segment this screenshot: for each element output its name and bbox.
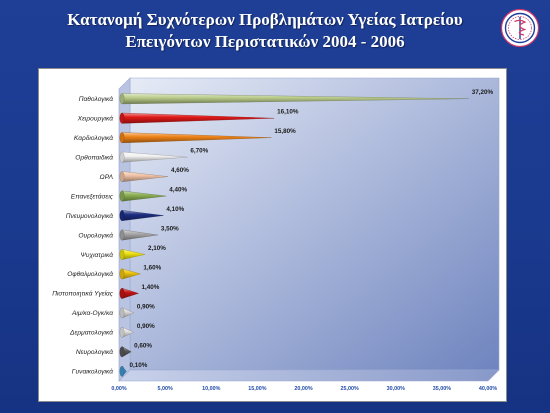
x-tick-label: 20,00% xyxy=(294,386,312,392)
title-line-2: Επειγόντων Περιστατικών 2004 - 2006 xyxy=(125,32,405,51)
x-tick-label: 40,00% xyxy=(479,386,497,392)
x-tick-label: 15,00% xyxy=(248,386,266,392)
bar-base xyxy=(119,249,125,260)
value-label: 3,50% xyxy=(161,226,179,233)
category-label: Καρδιολογικά xyxy=(74,134,113,142)
category-label: Δερματολογικά xyxy=(69,329,113,337)
bar xyxy=(119,307,135,319)
category-label: Οφθαλμολογικά xyxy=(67,270,113,278)
bar xyxy=(119,210,164,221)
bar-base xyxy=(119,210,125,221)
bar-base xyxy=(119,93,125,105)
bar xyxy=(119,112,275,124)
value-label: 1,40% xyxy=(142,284,160,291)
back-wall xyxy=(129,77,500,371)
bar xyxy=(119,249,146,260)
bar-base xyxy=(119,288,125,299)
bar-base xyxy=(119,132,125,144)
bar-base xyxy=(119,365,125,377)
bar xyxy=(119,171,169,182)
value-label: 0,60% xyxy=(134,342,152,349)
bar xyxy=(119,190,167,202)
bar xyxy=(119,229,158,241)
category-label: Χειρουργικά xyxy=(77,115,114,123)
value-label: 15,80% xyxy=(274,128,296,135)
title-line-1: Κατανομή Συχνότερων Προβλημάτων Υγείας Ι… xyxy=(67,10,463,29)
bar-base xyxy=(119,112,125,124)
value-label: 6,70% xyxy=(190,148,208,155)
category-label: Νευρολογικά xyxy=(76,348,113,356)
bar-base xyxy=(119,326,125,338)
bar xyxy=(119,151,188,163)
bar-base xyxy=(119,190,125,202)
x-tick-label: 5,00% xyxy=(157,386,172,392)
value-label: 0,90% xyxy=(137,323,155,330)
bar-base xyxy=(119,346,125,358)
value-label: 2,10% xyxy=(148,245,166,252)
x-tick-label: 0,00% xyxy=(111,386,126,392)
bar xyxy=(119,326,135,338)
category-label: Ορθοπαιδικά xyxy=(75,153,113,161)
bar-base xyxy=(119,307,125,319)
value-label: 0,10% xyxy=(130,362,148,369)
bar-base xyxy=(119,229,125,241)
x-tick-label: 30,00% xyxy=(387,386,405,392)
bar xyxy=(119,132,272,144)
category-label: Πνευμονολογικά xyxy=(66,212,114,220)
category-label: Ψυχιατρικά xyxy=(80,251,113,259)
bar-base xyxy=(119,171,125,182)
bar-base xyxy=(119,268,125,280)
category-label: Γυναικολογικά xyxy=(72,368,113,376)
floor xyxy=(118,369,500,382)
category-label: Ουρολογικά xyxy=(78,231,113,239)
chart-panel: 0,00% 5,00% 10,00% 15,00% 20,00% 25,00% 30,00%… xyxy=(38,68,507,402)
value-label: 4,40% xyxy=(169,187,187,194)
category-label: Παθολογικά xyxy=(79,95,113,103)
bar-base xyxy=(119,151,125,163)
bar xyxy=(119,268,141,280)
bar xyxy=(119,346,132,358)
bar xyxy=(119,365,127,377)
category-label: ΩΡΛ xyxy=(100,174,114,181)
bar xyxy=(119,93,469,105)
value-label: 4,10% xyxy=(166,206,184,213)
x-tick-label: 25,00% xyxy=(340,386,358,392)
slide-title: Κατανομή Συχνότερων Προβλημάτων Υγείας Ι… xyxy=(30,9,500,53)
category-label: Αιμ/κα-Ογκ/κα xyxy=(71,310,113,317)
category-label: Πιστοποιητικά Υγείας xyxy=(52,290,114,298)
x-tick-label: 35,00% xyxy=(433,386,451,392)
x-tick-label: 10,00% xyxy=(202,386,220,392)
medical-emblem-icon xyxy=(500,8,540,48)
value-label: 16,10% xyxy=(277,109,299,116)
value-label: 1,60% xyxy=(143,264,161,271)
value-label: 4,60% xyxy=(171,167,189,174)
category-label: Επανεξετάσεις xyxy=(71,192,114,200)
bar xyxy=(119,287,140,299)
value-label: 37,20% xyxy=(472,89,494,96)
bar-chart: 0,00% 5,00% 10,00% 15,00% 20,00% 25,00% 30,00%… xyxy=(52,77,500,392)
value-label: 0,90% xyxy=(137,303,155,310)
